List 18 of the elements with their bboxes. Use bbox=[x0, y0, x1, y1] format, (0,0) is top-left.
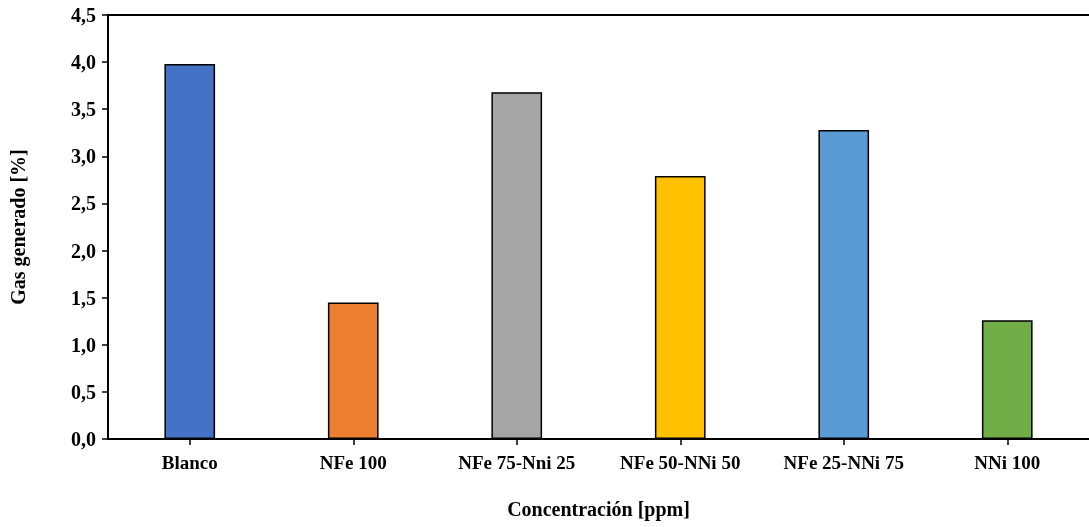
x-tick-label: NFe 25-NNi 75 bbox=[783, 452, 904, 473]
y-tick-label: 0,5 bbox=[71, 380, 96, 403]
y-tick-label: 3,0 bbox=[71, 145, 96, 168]
x-tick-label: NFe 100 bbox=[319, 452, 387, 473]
x-tick-label: Blanco bbox=[161, 452, 218, 473]
y-tick-label: 1,0 bbox=[71, 333, 96, 356]
y-tick-label: 4,0 bbox=[71, 51, 96, 74]
x-tick-label: NFe 75-Nni 25 bbox=[458, 452, 576, 473]
y-tick-label: 2,0 bbox=[71, 239, 96, 262]
y-tick-label: 2,5 bbox=[71, 192, 96, 215]
y-tick-label: 1,5 bbox=[71, 286, 96, 309]
y-tick-label: 4,5 bbox=[71, 4, 96, 26]
y-axis-title: Gas generado [%] bbox=[7, 149, 30, 305]
x-tick-label: NNi 100 bbox=[974, 452, 1041, 473]
x-tick-label: NFe 50-NNi 50 bbox=[620, 452, 741, 473]
x-axis-title: Concentración [ppm] bbox=[507, 498, 690, 521]
y-tick-label: 3,5 bbox=[71, 98, 96, 121]
y-tick-label: 0,0 bbox=[71, 428, 96, 450]
